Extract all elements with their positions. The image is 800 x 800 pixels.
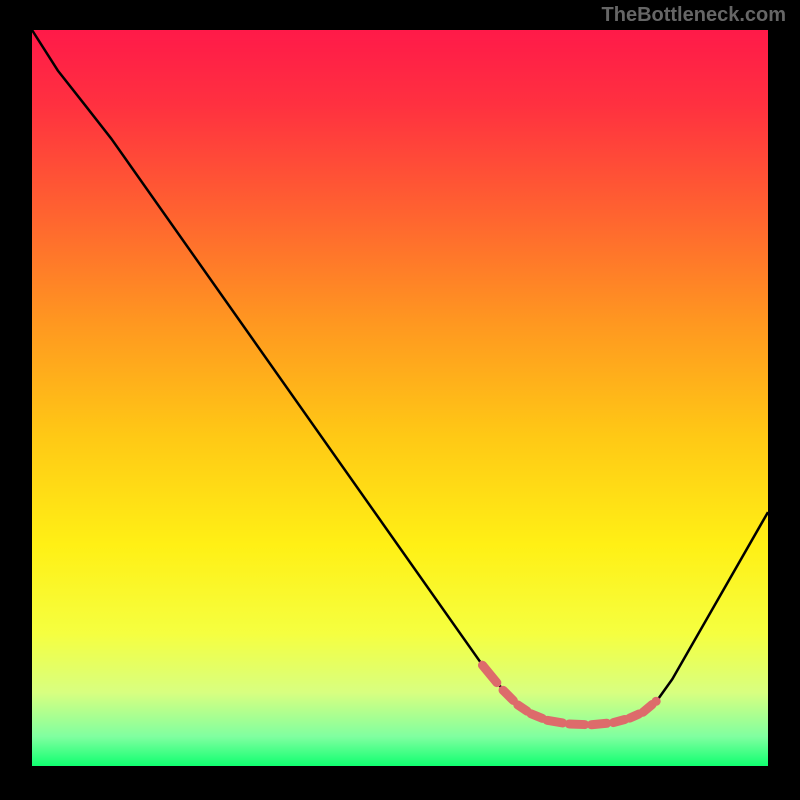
valley-marker-segment [630,714,639,718]
valley-marker-segment [503,690,513,700]
valley-marker-segment [547,720,562,723]
valley-marker-segment [482,665,496,683]
watermark-text: TheBottleneck.com [602,4,786,27]
valley-marker-segment [531,714,542,719]
valley-markers [482,665,656,725]
valley-marker-segment [591,723,606,725]
valley-marker-segment [569,724,584,725]
valley-marker-segment [518,705,527,711]
curve-overlay [32,30,768,766]
bottleneck-chart [32,30,768,766]
valley-marker-segment [613,719,624,722]
valley-marker-segment [643,705,652,713]
bottleneck-curve [32,30,768,726]
